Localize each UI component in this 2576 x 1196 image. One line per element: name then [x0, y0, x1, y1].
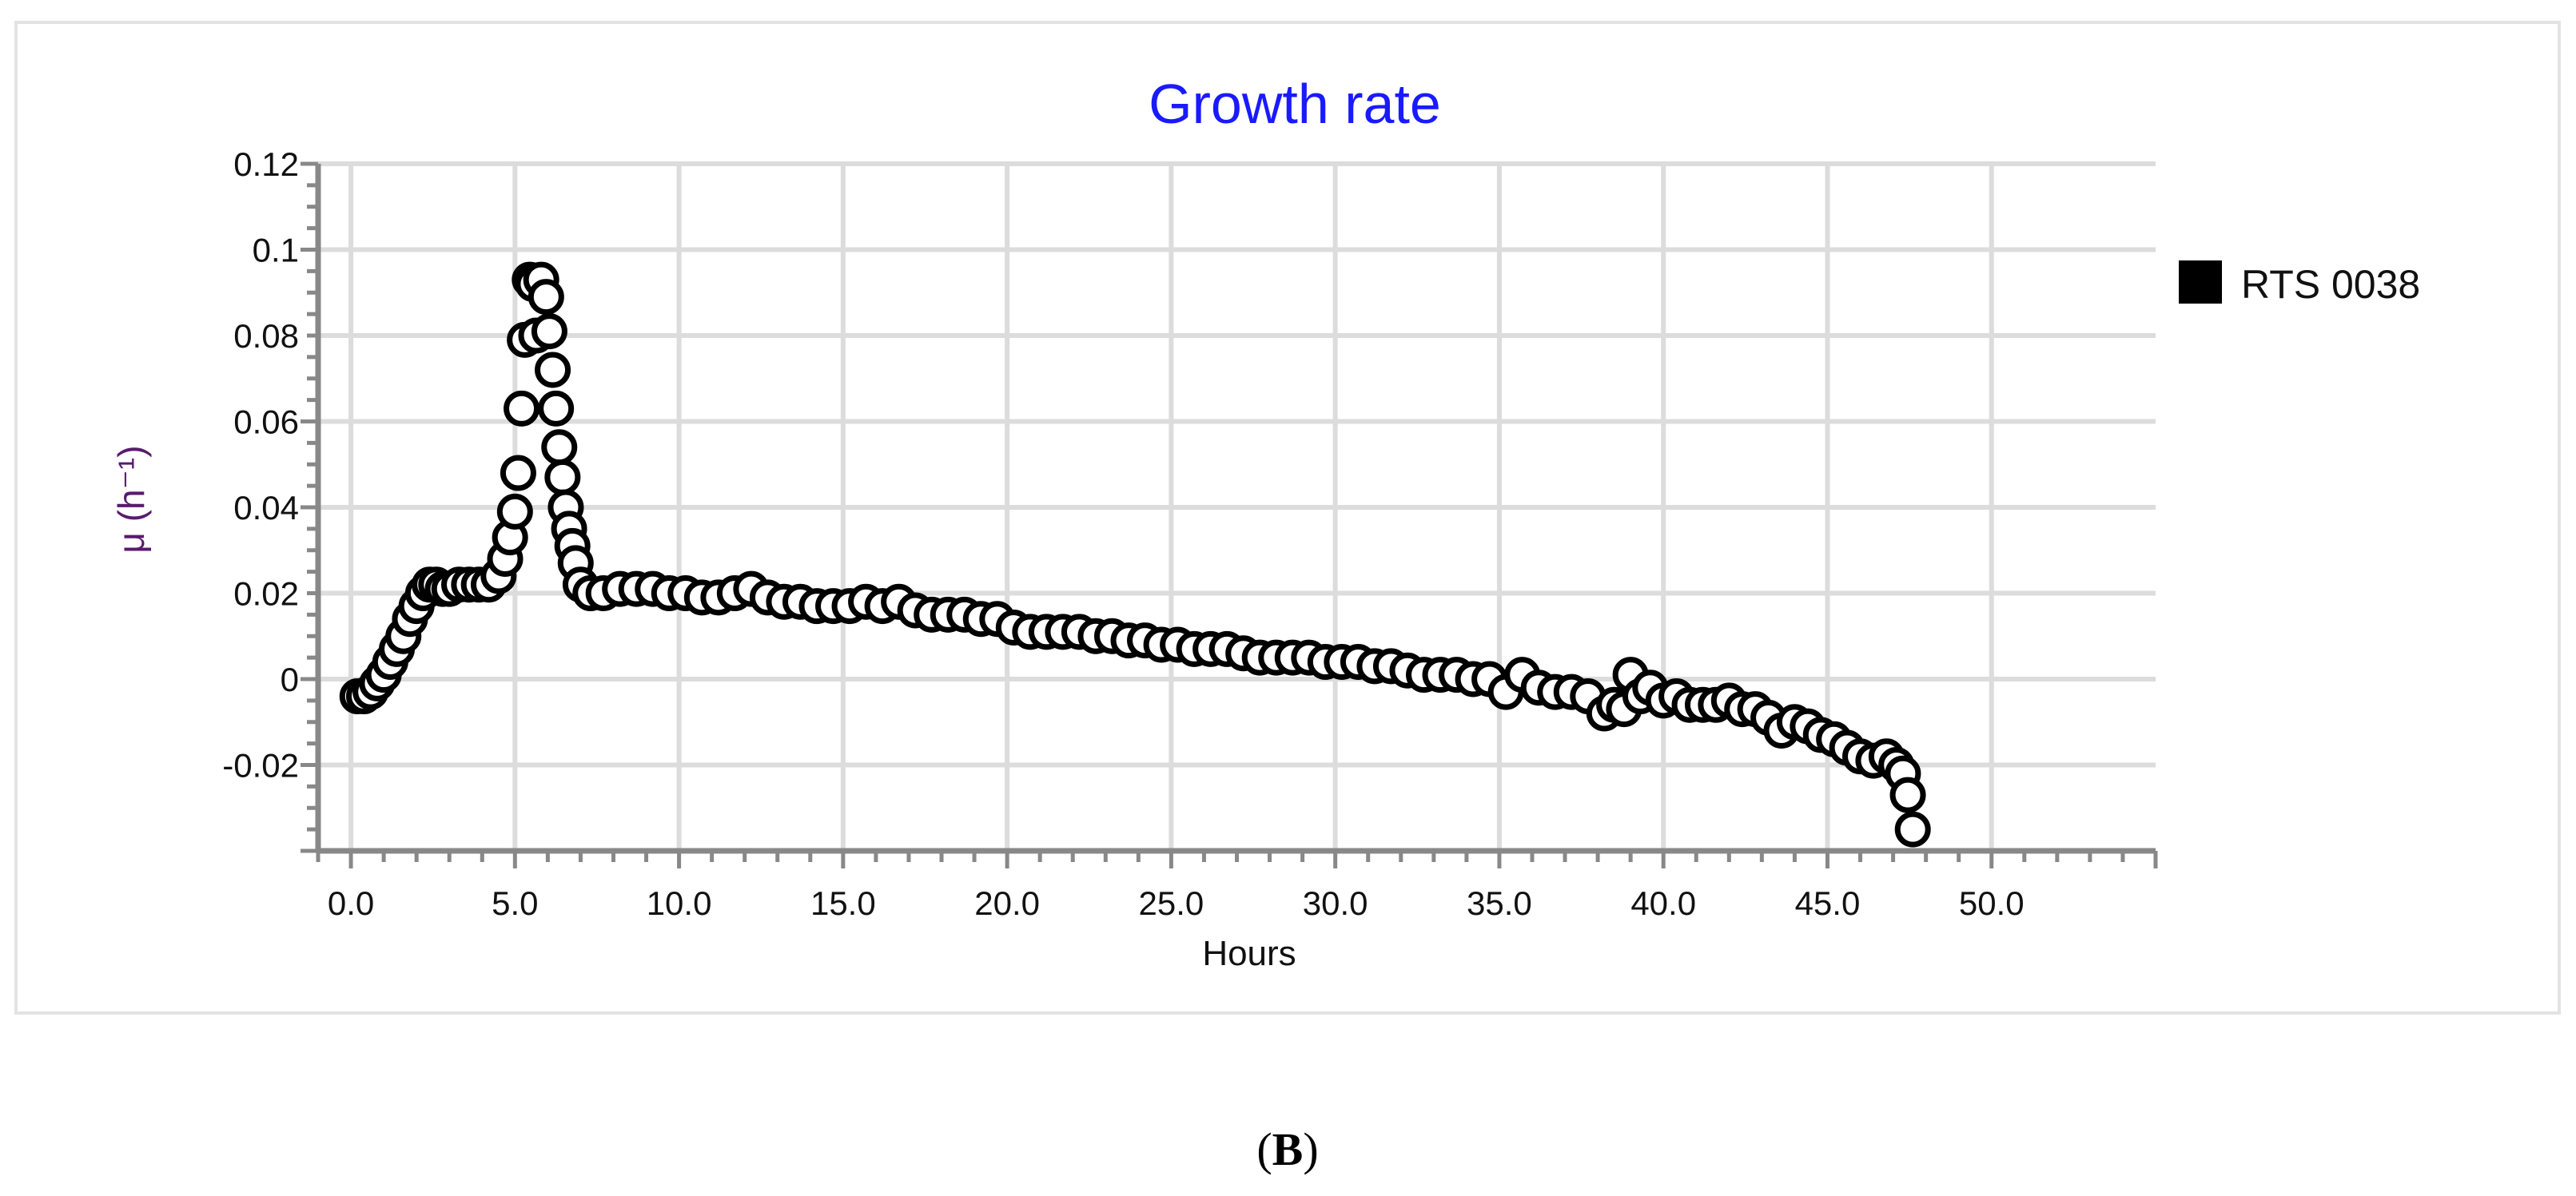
legend: RTS 0038 [2179, 260, 2420, 307]
x-tick-label: 35.0 [1467, 884, 1532, 922]
data-point [544, 459, 581, 495]
data-point [496, 493, 533, 530]
y-tick-label: 0.04 [233, 489, 299, 526]
x-tick-label: 40.0 [1630, 884, 1696, 922]
legend-label: RTS 0038 [2241, 262, 2420, 307]
x-tick-label: 30.0 [1303, 884, 1368, 922]
data-point [1889, 777, 1926, 813]
y-tick-label: 0.1 [253, 232, 299, 269]
grid-layer [318, 161, 2156, 851]
legend-swatch [2179, 260, 2222, 304]
y-tick-label: -0.02 [222, 747, 299, 785]
chart-title: Growth rate [1149, 73, 1441, 135]
x-tick-label: 50.0 [1959, 884, 2025, 922]
x-tick-label: 15.0 [810, 884, 876, 922]
x-tick-label: 25.0 [1139, 884, 1204, 922]
panel-label-open: ( [1256, 1123, 1272, 1175]
y-axis-label: μ (h⁻¹) [110, 445, 152, 553]
y-tick-label: 0 [281, 661, 299, 698]
axes-layer [301, 161, 2158, 868]
data-point [500, 455, 536, 491]
x-axis-label: Hours [1202, 934, 1296, 973]
panel-label-close: ) [1303, 1123, 1318, 1175]
panel-label-letter: B [1272, 1123, 1304, 1175]
data-point [1894, 811, 1931, 848]
x-tick-label: 10.0 [647, 884, 712, 922]
panel-label: (B) [1256, 1123, 1318, 1175]
y-tick-label: 0.06 [233, 403, 299, 441]
y-tick-label: 0.12 [233, 145, 299, 183]
data-points-layer [339, 261, 1931, 848]
x-tick-label: 20.0 [974, 884, 1040, 922]
data-point [504, 390, 540, 427]
data-point [528, 279, 564, 316]
chart-frame [14, 21, 2561, 1015]
data-point [538, 390, 575, 427]
data-point [535, 352, 571, 388]
y-tick-label: 0.08 [233, 317, 299, 355]
x-tick-label: 0.0 [328, 884, 374, 922]
data-point [531, 313, 567, 350]
x-tick-label: 5.0 [492, 884, 538, 922]
data-point [541, 429, 578, 466]
x-tick-label: 45.0 [1795, 884, 1861, 922]
ticks-layer: -0.02 0 0.02 0.04 0.06 0.08 0.1 0.12 0.0 5.0 10.0 1… [222, 145, 2024, 922]
y-tick-label: 0.02 [233, 575, 299, 613]
